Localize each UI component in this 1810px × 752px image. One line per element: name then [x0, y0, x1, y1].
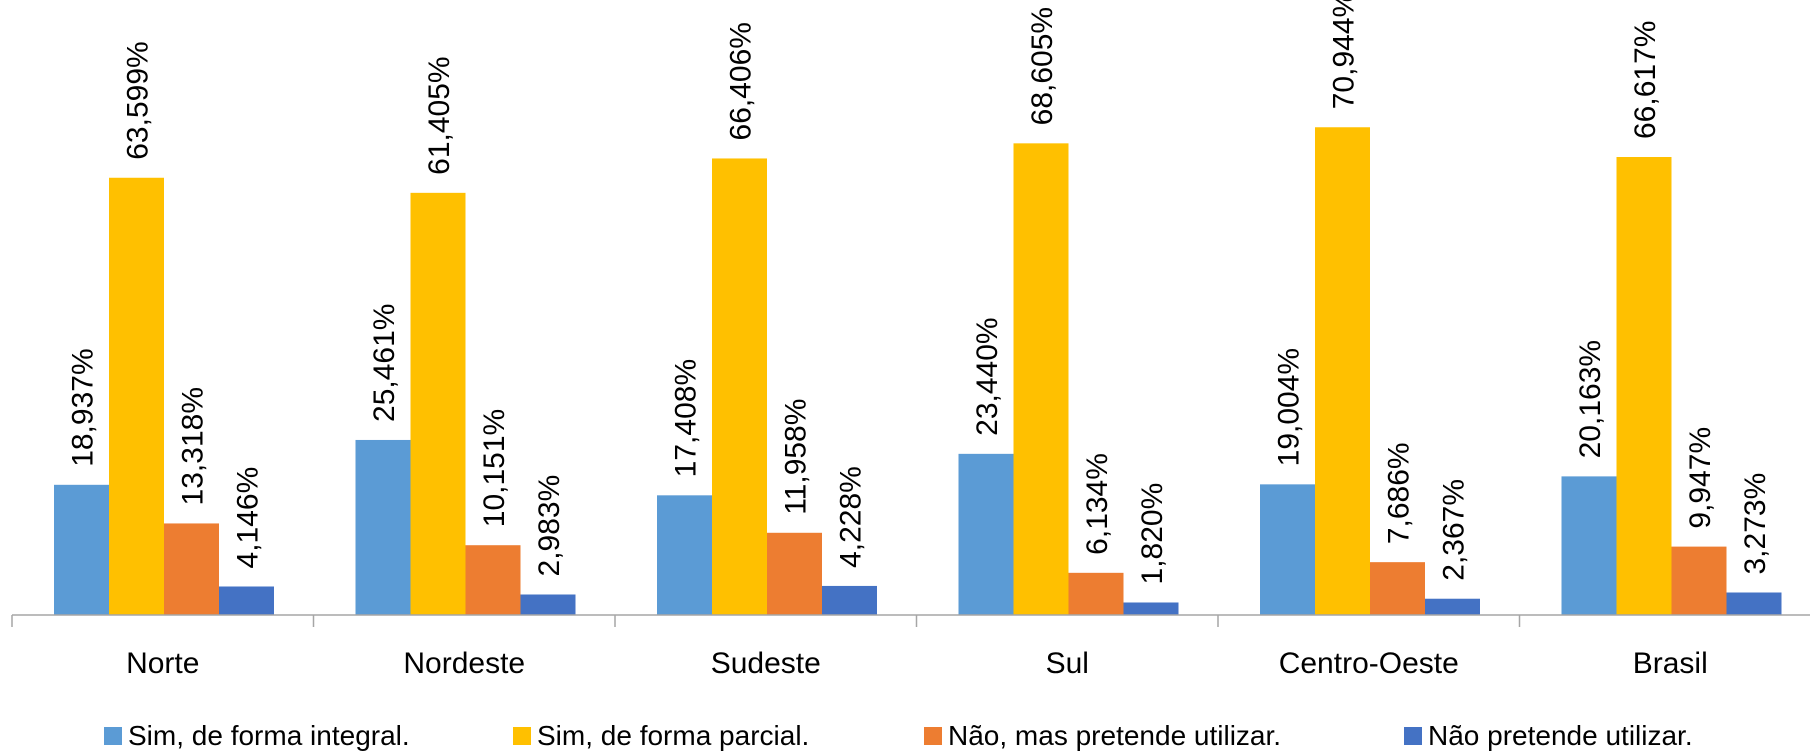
data-label: 10,151% [478, 409, 511, 527]
bar [1425, 598, 1480, 615]
legend-swatch [1404, 727, 1422, 745]
data-label: 2,367% [1438, 479, 1471, 581]
bar [1671, 546, 1727, 615]
bar [520, 594, 576, 615]
data-label: 18,937% [67, 348, 100, 466]
data-label: 4,146% [232, 467, 265, 569]
data-label: 13,318% [177, 387, 210, 505]
data-label: 2,983% [533, 475, 566, 577]
bar [1315, 127, 1370, 615]
bar [767, 532, 822, 615]
data-label: 68,605% [1026, 7, 1059, 125]
legend-swatch [513, 727, 531, 745]
legend: Sim, de forma integral. Sim, de forma par… [104, 720, 1693, 751]
bar [822, 585, 877, 615]
category-label: Brasil [1633, 647, 1708, 680]
x-axis [11, 614, 1810, 627]
data-label: 7,686% [1383, 442, 1416, 544]
data-label: 19,004% [1273, 348, 1306, 466]
bars-layer [54, 127, 1782, 616]
legend-label: Sim, de forma integral. [128, 720, 410, 751]
category-label: Norte [126, 647, 199, 680]
bar [219, 586, 274, 615]
category-labels: Norte Nordeste Sudeste Sul Centro-Oeste Brasi… [126, 647, 1708, 680]
bar [1013, 143, 1069, 615]
data-label: 66,617% [1629, 21, 1662, 139]
data-label: 4,228% [835, 466, 868, 568]
legend-label: Não, mas pretende utilizar. [948, 720, 1281, 751]
data-label: 61,405% [423, 56, 456, 174]
bar [958, 453, 1014, 615]
legend-swatch [924, 727, 942, 745]
bar [1616, 157, 1672, 615]
data-label: 3,273% [1739, 473, 1772, 575]
data-label: 9,947% [1684, 427, 1717, 529]
bar [1561, 476, 1617, 615]
legend-swatch [104, 727, 122, 745]
data-label: 70,944% [1328, 0, 1361, 109]
legend-label: Sim, de forma parcial. [537, 720, 809, 751]
bar [1726, 592, 1782, 615]
bar [54, 484, 109, 615]
bar [410, 192, 466, 615]
bar [1123, 602, 1179, 615]
bar [1370, 562, 1425, 615]
data-label: 23,440% [971, 317, 1004, 435]
data-label: 66,406% [725, 22, 758, 140]
category-label: Centro-Oeste [1279, 647, 1459, 680]
category-label: Nordeste [403, 647, 525, 680]
category-label: Sudeste [711, 647, 821, 680]
data-label: 11,958% [780, 399, 813, 515]
category-label: Sul [1046, 647, 1089, 680]
bar [657, 495, 712, 615]
bar [712, 158, 767, 616]
bar [109, 177, 164, 615]
data-label: 6,134% [1081, 453, 1114, 555]
data-label: 63,599% [122, 41, 155, 159]
data-label: 25,461% [368, 304, 401, 422]
bar [465, 545, 521, 615]
data-labels-layer: 18,937% 63,599% 13,318% 4,146% 25,461% 61,405… [67, 0, 1773, 584]
data-label: 1,820% [1136, 483, 1169, 585]
bar [1260, 484, 1315, 615]
data-label: 20,163% [1574, 340, 1607, 458]
data-label: 17,408% [670, 359, 703, 477]
bar [355, 439, 411, 615]
bar [164, 523, 219, 615]
legend-label: Não pretende utilizar. [1428, 720, 1693, 751]
bar [1068, 572, 1124, 615]
